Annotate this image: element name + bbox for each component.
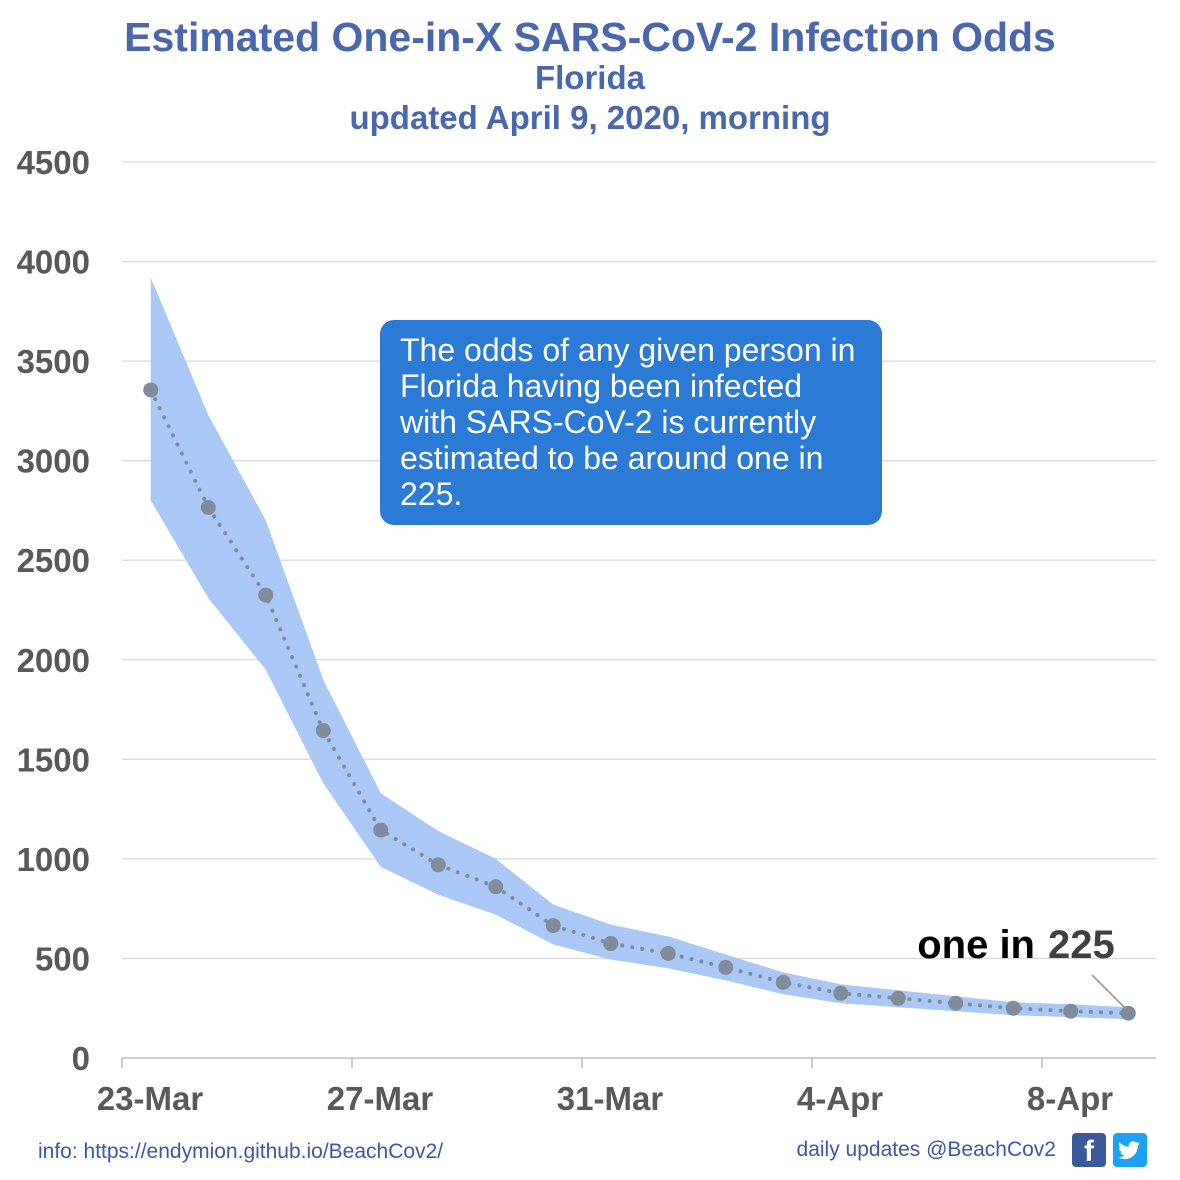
data-point: [775, 974, 791, 990]
chart-titles: Estimated One-in-X SARS-CoV-2 Infection …: [0, 14, 1180, 140]
data-point: [258, 587, 274, 603]
info-link[interactable]: info: https://endymion.github.io/BeachCo…: [38, 1140, 444, 1163]
annotation-value: 225: [1048, 923, 1115, 967]
x-tick-label: 31-Mar: [557, 1080, 664, 1117]
data-point: [603, 936, 619, 952]
facebook-icon[interactable]: f: [1072, 1133, 1106, 1168]
data-point: [833, 985, 849, 1001]
data-point: [200, 499, 216, 515]
data-point: [1063, 1003, 1079, 1019]
data-point: [1005, 1000, 1021, 1016]
x-tick-label: 4-Apr: [797, 1080, 883, 1117]
chart-title: Estimated One-in-X SARS-CoV-2 Infection …: [124, 14, 1056, 60]
twitter-icon[interactable]: [1113, 1133, 1147, 1167]
data-point: [890, 990, 906, 1006]
confidence-band: [150, 277, 1129, 1020]
y-tick-label: 2000: [17, 642, 90, 679]
callout-box: The odds of any given person in Florida …: [380, 320, 882, 525]
data-point: [488, 879, 504, 895]
data-point: [430, 857, 446, 873]
data-point: [143, 382, 159, 398]
y-tick-label: 0: [72, 1040, 90, 1077]
y-tick-label: 3000: [17, 443, 90, 480]
updated-date: updated April 9, 2020, morning: [349, 99, 831, 136]
y-tick-label: 3500: [17, 343, 90, 380]
x-tick-label: 8-Apr: [1027, 1080, 1113, 1117]
daily-updates-text: daily updates @BeachCov2: [796, 1138, 1056, 1161]
x-tick-label: 23-Mar: [97, 1080, 204, 1117]
annotation-prefix: one in: [917, 923, 1035, 967]
y-tick-label: 2500: [17, 542, 90, 579]
y-tick-label: 4500: [17, 144, 90, 181]
data-point: [373, 822, 389, 838]
data-point: [660, 945, 676, 961]
y-tick-label: 1500: [17, 741, 90, 778]
data-point: [1120, 1005, 1136, 1021]
data-point: [718, 959, 734, 975]
y-tick-label: 4000: [17, 244, 90, 281]
data-point: [545, 918, 561, 934]
x-tick-label: 27-Mar: [327, 1080, 434, 1117]
y-tick-label: 1000: [17, 841, 90, 878]
chart-subtitle: Florida: [534, 59, 645, 96]
data-point: [948, 995, 964, 1011]
y-tick-label: 500: [35, 940, 90, 977]
annotation-leader: [1091, 974, 1125, 1008]
data-point: [315, 722, 331, 738]
